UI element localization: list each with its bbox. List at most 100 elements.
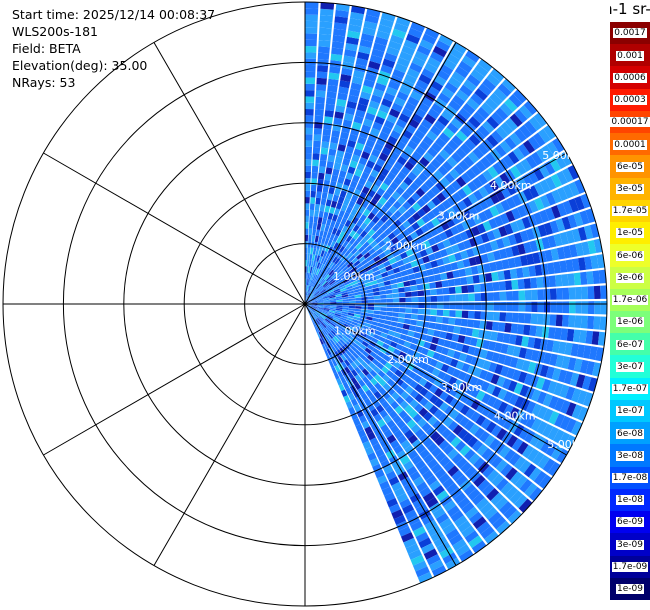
colorbar-swatch: 1.7e-08	[610, 466, 650, 490]
colorbar-tick-label: 0.0017	[613, 28, 647, 39]
scan-ray	[305, 304, 604, 362]
scan-ray	[305, 27, 440, 304]
scan-ray	[305, 5, 366, 304]
colorbar-tick-label: 1.7e-09	[611, 561, 649, 572]
scan-ray	[305, 8, 381, 304]
scan-ray	[305, 304, 606, 346]
scan-ray	[305, 238, 603, 304]
azimuth-spoke	[43, 303, 306, 456]
range-ring-label: 2.00km	[385, 240, 427, 253]
colorbar-tick-label: 6e-06	[616, 250, 644, 261]
colorbar-swatch: 0.0001	[610, 133, 650, 156]
scan-ray	[305, 100, 538, 304]
colorbar-swatch: 1e-06	[610, 311, 650, 334]
scan-ray	[305, 304, 583, 436]
scan-ray	[305, 50, 480, 304]
colorbar-tick-label: 0.0001	[613, 139, 647, 150]
instrument-label: WLS200s-181	[12, 24, 98, 39]
scan-ray	[305, 34, 454, 304]
colorbar-swatch: 0.00017	[610, 110, 650, 134]
colorbar-tick-label: 1e-06	[616, 317, 644, 328]
scan-ray	[305, 193, 591, 304]
colorbar-tick-label: 6e-08	[616, 428, 644, 439]
scan-sector	[305, 2, 607, 584]
range-ring-label: 5.00km	[542, 149, 584, 162]
scan-ray	[305, 304, 474, 562]
azimuth-spoke	[304, 152, 567, 305]
colorbar-tick-label: 3e-06	[616, 272, 644, 283]
range-ring-label: 3.00km	[438, 209, 480, 222]
colorbar-tick-label: 1.7e-08	[611, 472, 649, 483]
colorbar-unit: m-1 sr-1	[610, 0, 650, 18]
colorbar-swatch: 1e-09	[610, 577, 650, 601]
scan-ray	[305, 304, 461, 570]
colorbar-tick-label: 6e-09	[616, 517, 644, 528]
azimuth-spoke	[304, 303, 567, 456]
scan-ray	[305, 304, 487, 554]
colorbar-swatch: 1.7e-09	[610, 555, 650, 579]
scan-ray	[305, 165, 580, 304]
scan-ray	[305, 304, 607, 331]
colorbar-swatch: 6e-09	[610, 511, 650, 534]
scan-ray	[305, 3, 350, 304]
nrays-label: NRays: 53	[12, 75, 76, 90]
elevation-label: Elevation(deg): 35.00	[12, 58, 148, 73]
scan-ray	[305, 304, 598, 392]
scan-ray	[305, 12, 396, 304]
colorbar: 0.0017 0.001 0.0006 0.0003 0.00017 0.0001 6e-0…	[610, 22, 650, 601]
scan-ray	[305, 304, 447, 577]
colorbar-tick-label: 0.001	[616, 50, 644, 61]
colorbar-tick-label: 1.7e-07	[611, 384, 649, 395]
colorbar-tick-label: 6e-05	[616, 161, 644, 172]
scan-ray	[305, 304, 499, 545]
colorbar-swatch: 0.0017	[610, 22, 650, 45]
colorbar-swatch: 1e-08	[610, 488, 650, 512]
range-ring-labels: 1.00km 1.00km 2.00km 2.00km 3.00km 3.00km 4.00…	[333, 149, 589, 451]
colorbar-swatch: 3e-09	[610, 533, 650, 557]
colorbar-swatch: 6e-06	[610, 244, 650, 268]
colorbar-tick-label: 3e-09	[616, 539, 644, 550]
azimuth-spoke	[43, 152, 306, 305]
scan-ray	[305, 68, 505, 304]
colorbar-tick-label: 1.7e-05	[611, 206, 649, 217]
scan-ray	[305, 16, 411, 304]
colorbar-tick-label: 3e-07	[616, 361, 644, 372]
colorbar-swatch: 1.7e-06	[610, 288, 650, 312]
azimuth-spoke	[153, 303, 306, 566]
polar-grid	[2, 1, 608, 607]
scan-ray	[305, 2, 335, 304]
colorbar-tick-label: 3e-08	[616, 450, 644, 461]
scan-ray	[305, 151, 573, 304]
azimuth-spoke	[153, 42, 306, 305]
colorbar-swatch: 6e-08	[610, 422, 650, 445]
colorbar-swatch: 0.0003	[610, 88, 650, 112]
colorbar-tick-label: 1e-08	[616, 495, 644, 506]
range-ring-label: 3.00km	[441, 381, 483, 394]
colorbar-tick-label: 1e-07	[616, 406, 644, 417]
start-time-label: Start time: 2025/12/14 00:08:37	[12, 7, 216, 22]
range-ring-label: 2.00km	[387, 353, 429, 366]
scan-ray	[305, 285, 607, 304]
scan-ray	[305, 304, 589, 422]
scan-ray	[305, 78, 516, 304]
colorbar-title: m-1 sr-1	[610, 0, 650, 18]
scan-ray	[305, 304, 511, 535]
scan-ray	[305, 269, 607, 304]
colorbar-tick-label: 0.0006	[613, 72, 647, 83]
range-ring-label: 4.00km	[494, 410, 536, 423]
scan-ray	[305, 304, 522, 524]
scan-ray	[305, 304, 561, 477]
colorbar-swatch: 1e-05	[610, 222, 650, 245]
colorbar-swatch: 6e-05	[610, 155, 650, 179]
colorbar-swatch: 3e-07	[610, 355, 650, 379]
colorbar-swatch: 1.7e-07	[610, 377, 650, 401]
colorbar-swatch: 3e-05	[610, 177, 650, 201]
range-ring-label: 4.00km	[490, 179, 532, 192]
colorbar-swatch: 0.0006	[610, 66, 650, 90]
colorbar-tick-label: 1e-05	[616, 228, 644, 239]
scan-ray	[305, 304, 552, 489]
range-ring-label: 1.00km	[334, 325, 376, 338]
ppi-plot: 1.00km 1.00km 2.00km 2.00km 3.00km 3.00km 4.00…	[2, 1, 608, 607]
scan-ray	[305, 58, 493, 304]
colorbar-swatch: 1.7e-05	[610, 199, 650, 223]
